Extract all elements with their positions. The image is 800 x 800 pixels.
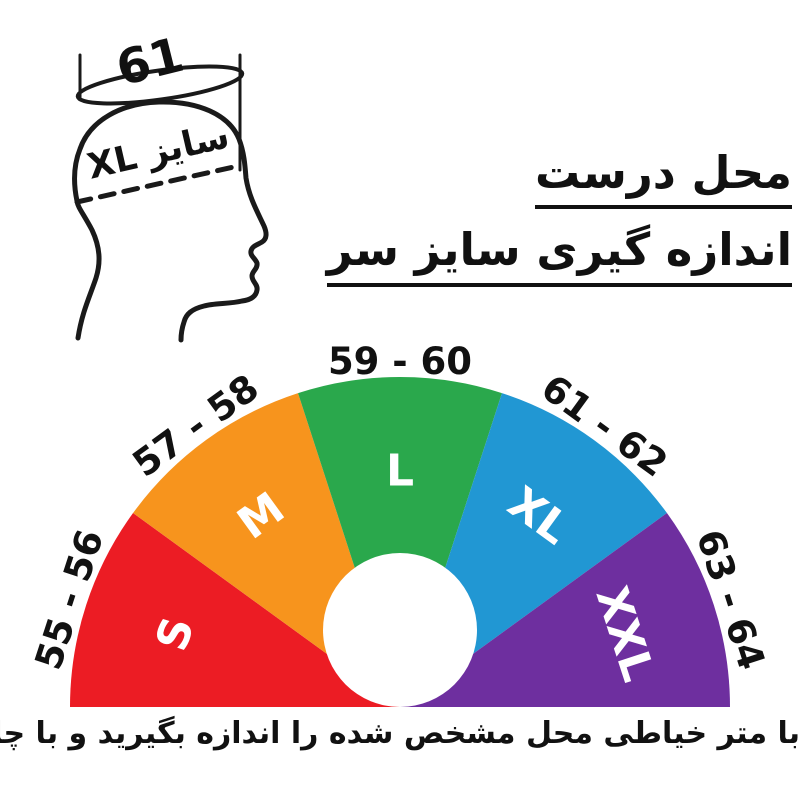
- circumference-ellipse: [75, 64, 245, 106]
- measure-dashed-line: [74, 163, 241, 205]
- head-size-label: سایز XL: [84, 116, 233, 187]
- head-measure-value: 61: [111, 27, 189, 97]
- size-gauge-chart: 55 - 56 57 - 58 59 - 60 61 - 62 63 - 64 …: [27, 340, 773, 707]
- gauge-segment-xxl: [400, 513, 730, 707]
- gauge-center-hole: [323, 553, 477, 707]
- range-label-l: 59 - 60: [328, 340, 472, 383]
- page-title: محل درست اندازه گیری سایز سر: [326, 147, 792, 303]
- head-measure-figure: 61 سایز XL: [72, 27, 269, 343]
- size-letter-l: L: [386, 445, 414, 496]
- page-title-line1: محل درست: [534, 147, 792, 210]
- gauge-segment-s: [70, 513, 400, 707]
- page-title-line2: اندازه گیری سایز سر: [326, 225, 792, 287]
- instruction-caption: با متر خیاطی محل مشخص شده را اندازه بگیر…: [0, 716, 800, 751]
- gauge-segment-l: [298, 377, 502, 707]
